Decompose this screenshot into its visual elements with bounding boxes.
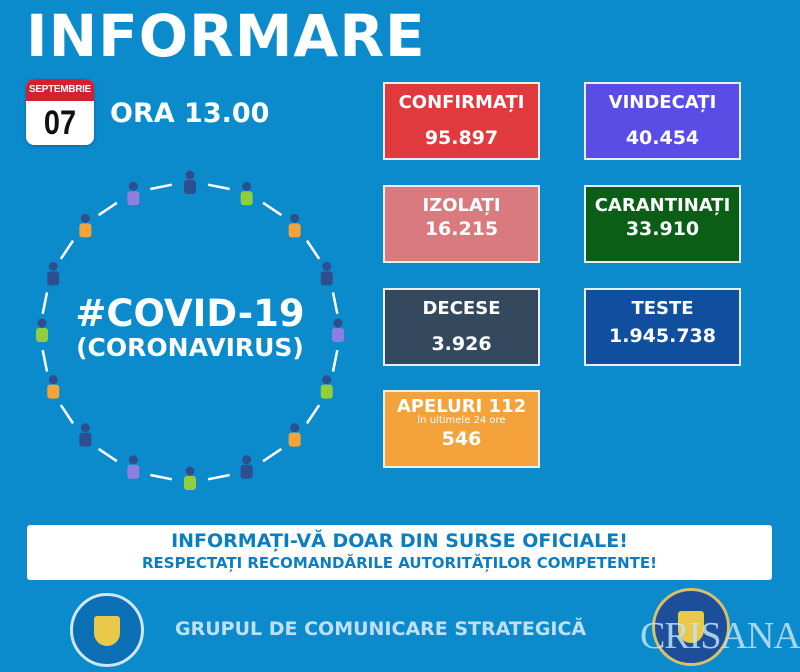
arrow-icon — [305, 239, 321, 260]
footer-text: GRUPUL DE COMUNICARE STRATEGICĂ — [175, 618, 587, 640]
person-icon — [36, 318, 48, 342]
arrow-icon — [262, 447, 283, 463]
card-label: IZOLAȚI — [422, 195, 501, 216]
card-value: 33.910 — [625, 218, 700, 240]
covid-title: #COVID-19 (CORONAVIRUS) — [45, 292, 335, 362]
card-izolati: IZOLAȚI 16.215 — [383, 185, 540, 263]
card-value: 40.454 — [625, 127, 700, 149]
arrow-icon — [59, 404, 75, 425]
card-value: 16.215 — [424, 218, 499, 240]
person-icon — [320, 261, 333, 286]
arrow-icon — [41, 349, 49, 372]
card-value: 546 — [441, 428, 482, 450]
card-apeluri: APELURI 112 în ultimele 24 ore 546 — [383, 390, 540, 468]
people-circle-illustration — [36, 170, 344, 490]
arrow-icon — [150, 473, 173, 481]
time-label: ORA 13.00 — [110, 98, 270, 129]
card-label: APELURI 112 — [396, 396, 527, 417]
card-confirmati: CONFIRMAȚI 95.897 — [383, 82, 540, 160]
coat-of-arms-icon — [678, 611, 704, 643]
card-label: CONFIRMAȚI — [398, 92, 525, 113]
arrow-icon — [41, 292, 49, 315]
card-label: DECESE — [422, 298, 501, 319]
arrow-icon — [331, 292, 339, 315]
info-banner: INFORMAȚI-VĂ DOAR DIN SURSE OFICIALE! RE… — [27, 525, 772, 580]
arrow-icon — [305, 404, 321, 425]
person-icon — [332, 318, 344, 342]
card-value: 95.897 — [424, 127, 499, 149]
covid-subtitle: (CORONAVIRUS) — [76, 333, 304, 362]
arrow-icon — [150, 183, 173, 191]
arrow-icon — [97, 447, 118, 463]
arrow-icon — [97, 201, 118, 217]
person-icon — [127, 455, 140, 479]
person-icon — [288, 423, 301, 447]
government-logo — [70, 593, 144, 667]
card-teste: TESTE 1.945.738 — [584, 288, 741, 366]
calendar-icon: SEPTEMBRIE 07 — [26, 79, 94, 145]
arrow-icon — [207, 183, 230, 191]
person-icon — [79, 423, 92, 447]
card-label: TESTE — [631, 298, 694, 319]
person-icon — [240, 181, 253, 206]
person-icon — [47, 375, 60, 399]
person-icon — [320, 375, 333, 399]
card-vindecati: VINDECAȚI 40.454 — [584, 82, 741, 160]
watermark: CRISANA — [640, 615, 800, 657]
arrow-icon — [59, 239, 75, 260]
person-icon — [127, 181, 140, 206]
arrow-icon — [331, 349, 339, 372]
card-value: 3.926 — [431, 333, 492, 355]
calendar-month: SEPTEMBRIE — [26, 79, 94, 101]
card-value: 1.945.738 — [609, 325, 716, 347]
banner-line2: RESPECTAȚI RECOMANDĂRILE AUTORITĂȚILOR C… — [141, 554, 658, 572]
card-label: CARANTINAȚI — [594, 195, 731, 216]
person-icon — [240, 455, 253, 479]
person-icon — [184, 170, 196, 194]
calendar-day: 07 — [43, 104, 77, 142]
arrow-icon — [207, 473, 230, 481]
person-icon — [184, 466, 196, 490]
banner-line1: INFORMAȚI-VĂ DOAR DIN SURSE OFICIALE! — [171, 530, 628, 552]
card-sub: în ultimele 24 ore — [417, 415, 506, 426]
card-label: VINDECAȚI — [608, 92, 717, 113]
card-carantinati: CARANTINAȚI 33.910 — [584, 185, 741, 263]
person-icon — [47, 261, 60, 286]
arrow-icon — [262, 201, 283, 217]
covid-hashtag: #COVID-19 — [75, 292, 305, 335]
person-icon — [79, 213, 92, 238]
coat-of-arms-icon — [94, 616, 120, 646]
card-decese: DECESE 3.926 — [383, 288, 540, 366]
dsu-logo — [652, 588, 730, 666]
person-icon — [288, 213, 301, 238]
page-title: INFORMARE — [26, 2, 426, 70]
